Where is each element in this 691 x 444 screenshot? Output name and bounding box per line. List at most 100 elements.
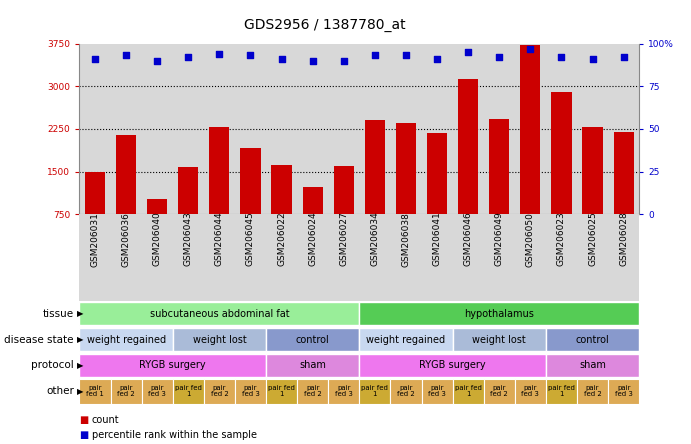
Bar (365, 120, 385, 257)
Text: hypothalamus: hypothalamus (464, 309, 534, 319)
Point (307, 57, 318, 64)
Bar (111, 379, 142, 404)
Text: count: count (92, 416, 120, 425)
Bar (546, 328, 639, 351)
Text: pair
fed 3: pair fed 3 (242, 385, 259, 397)
Text: ▶: ▶ (77, 361, 84, 370)
Point (151, 57, 162, 64)
Bar (484, 379, 515, 404)
Text: pair
fed 3: pair fed 3 (428, 385, 446, 397)
Bar (359, 302, 639, 325)
Bar (427, 133, 447, 257)
Bar (334, 166, 354, 257)
Bar (178, 167, 198, 257)
Text: pair fed
1: pair fed 1 (175, 385, 202, 397)
Bar (116, 135, 136, 257)
Text: pair
fed 2: pair fed 2 (491, 385, 508, 397)
Text: pair fed
1: pair fed 1 (268, 385, 295, 397)
Bar (173, 328, 266, 351)
Point (338, 57, 349, 64)
Bar (79, 379, 111, 404)
Bar (359, 354, 546, 377)
Bar (266, 379, 297, 404)
Text: weight lost: weight lost (193, 335, 246, 345)
Bar (297, 379, 328, 404)
Bar (79, 354, 266, 377)
Text: ▶: ▶ (77, 387, 84, 396)
Text: ▶: ▶ (77, 309, 84, 318)
Bar (79, 302, 359, 325)
Point (493, 54, 504, 61)
Bar (422, 379, 453, 404)
Text: pair
fed 3: pair fed 3 (615, 385, 632, 397)
Point (369, 52, 380, 59)
Text: pair fed
1: pair fed 1 (455, 385, 482, 397)
Text: protocol: protocol (31, 361, 74, 370)
Text: sham: sham (299, 361, 326, 370)
Point (276, 56, 287, 63)
Text: weight regained: weight regained (366, 335, 446, 345)
Bar (272, 166, 292, 257)
Point (89, 56, 101, 63)
Text: tissue: tissue (43, 309, 74, 319)
Bar (520, 45, 540, 257)
Bar (396, 123, 416, 257)
Bar (458, 79, 478, 257)
Point (245, 52, 256, 59)
Text: pair
fed 3: pair fed 3 (149, 385, 166, 397)
Text: other: other (46, 386, 74, 396)
Bar (209, 127, 229, 257)
Bar (173, 379, 204, 404)
Bar (359, 328, 453, 351)
Text: percentile rank within the sample: percentile rank within the sample (92, 430, 257, 440)
Point (524, 45, 536, 52)
Bar (204, 379, 235, 404)
Bar (453, 379, 484, 404)
Text: pair
fed 2: pair fed 2 (584, 385, 601, 397)
Point (214, 50, 225, 57)
Text: RYGB surgery: RYGB surgery (140, 361, 206, 370)
Bar (608, 379, 639, 404)
Bar (453, 328, 546, 351)
Text: pair
fed 3: pair fed 3 (335, 385, 352, 397)
Bar (303, 186, 323, 257)
Text: weight regained: weight regained (86, 335, 166, 345)
Text: pair
fed 2: pair fed 2 (304, 385, 321, 397)
Text: ■: ■ (79, 430, 88, 440)
Bar (328, 379, 359, 404)
Text: pair fed
1: pair fed 1 (548, 385, 575, 397)
Text: GDS2956 / 1387780_at: GDS2956 / 1387780_at (244, 18, 406, 32)
Bar (359, 379, 390, 404)
Text: pair
fed 2: pair fed 2 (117, 385, 135, 397)
Text: subcutaneous abdominal fat: subcutaneous abdominal fat (149, 309, 290, 319)
Text: RYGB surgery: RYGB surgery (419, 361, 486, 370)
Point (120, 52, 131, 59)
Bar (577, 379, 608, 404)
Bar (79, 328, 173, 351)
Text: control: control (576, 335, 609, 345)
Point (182, 54, 193, 61)
Point (462, 48, 473, 56)
Bar (85, 172, 105, 257)
Bar (266, 328, 359, 351)
Bar (235, 379, 266, 404)
Bar (515, 379, 546, 404)
Bar (147, 199, 167, 257)
Text: pair
fed 2: pair fed 2 (397, 385, 415, 397)
Text: ■: ■ (79, 416, 88, 425)
Text: sham: sham (579, 361, 606, 370)
Bar (546, 354, 639, 377)
Text: pair fed
1: pair fed 1 (361, 385, 388, 397)
Text: weight lost: weight lost (473, 335, 526, 345)
Text: ▶: ▶ (77, 335, 84, 344)
Bar (266, 354, 359, 377)
Bar (583, 127, 603, 257)
Bar (142, 379, 173, 404)
Text: disease state: disease state (4, 335, 74, 345)
Point (618, 54, 629, 61)
Text: pair
fed 3: pair fed 3 (522, 385, 539, 397)
Bar (390, 379, 422, 404)
Point (431, 56, 442, 63)
Bar (546, 379, 577, 404)
Text: pair
fed 2: pair fed 2 (211, 385, 228, 397)
